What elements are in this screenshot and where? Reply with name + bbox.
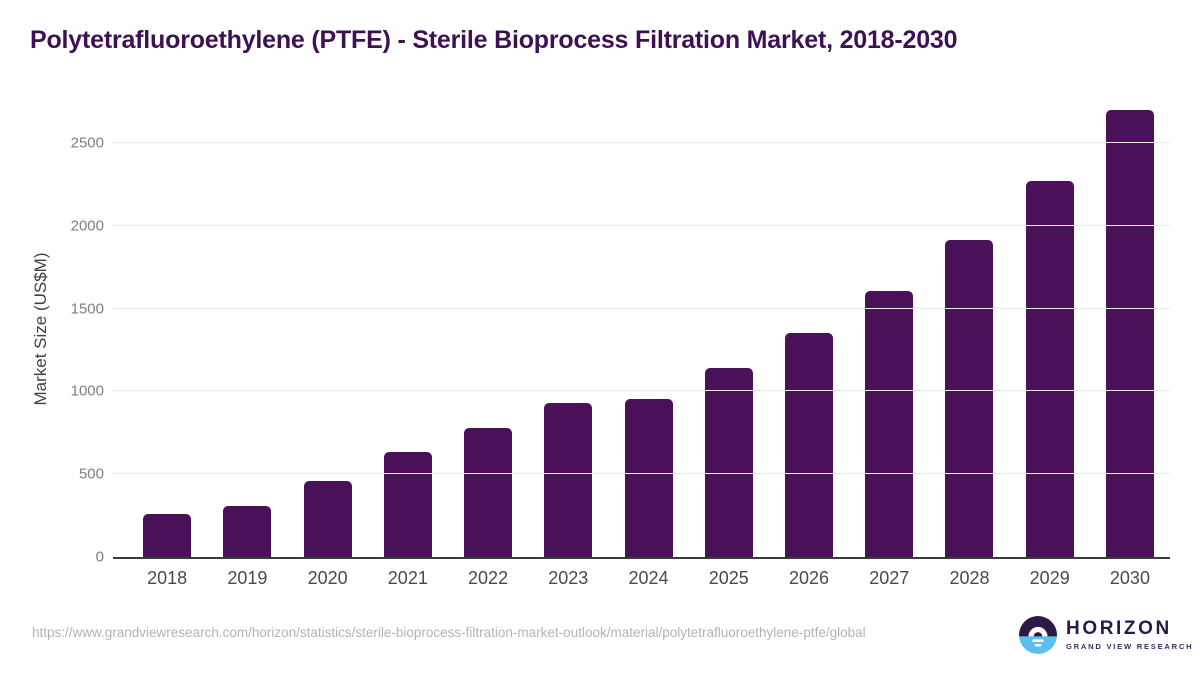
gridline-2000 [113,224,1170,226]
gridline-2500 [113,142,1170,143]
source-url: https://www.grandviewresearch.com/horizo… [32,625,866,640]
x-tick-label-2021: 2021 [387,568,428,588]
bar-2026 [784,333,833,557]
logo-tagline: GRAND VIEW RESEARCH [1066,641,1194,651]
x-tick-label-2025: 2025 [708,568,749,588]
x-tick-label-2030: 2030 [1109,568,1150,588]
x-tick-label-2018: 2018 [147,568,188,588]
y-tick-label-1000: 1000 [70,382,104,400]
y-tick-label-0: 0 [95,548,104,566]
bar-slot-2024 [608,99,688,557]
x-tick-label-2026: 2026 [788,568,830,588]
y-tick-label-500: 500 [78,465,104,483]
plot-area: 2018 2019 2020 2021 2022 2023 2024 2025 2026 2027… [71,99,1170,588]
bar-2030 [1105,110,1154,557]
bar-slot-2028 [929,99,1009,557]
bar-2025 [704,368,753,557]
bar-2022 [464,428,513,557]
bar-slot-2019 [207,99,287,557]
x-tick-label-2022: 2022 [468,568,509,588]
gridline-1500 [113,307,1170,309]
x-tick-label-2020: 2020 [307,568,348,588]
bar-slot-2030 [1090,99,1170,557]
y-axis-title: Market Size (US$M) [31,252,50,406]
bar-2023 [544,403,593,557]
x-tick-label-2023: 2023 [548,568,589,588]
bar-slot-2027 [849,99,929,557]
bar-2027 [865,291,914,557]
bar-slot-2029 [1010,99,1090,557]
x-tick-label-2027: 2027 [869,568,910,588]
bar-2021 [383,452,432,557]
bar-slot-2025 [689,99,769,557]
horizon-logo-text: HORIZON GRAND VIEW RESEARCH [1066,618,1194,651]
bar-2020 [303,481,352,557]
x-tick-label-2024: 2024 [628,568,669,588]
bar-slot-2026 [769,99,849,557]
x-tick-label-2029: 2029 [1029,568,1070,588]
bar-2024 [624,399,673,557]
chart-title: Polytetrafluoroethylene (PTFE) - Sterile… [30,26,958,54]
horizon-logo-icon [1019,616,1057,654]
logo-name: HORIZON [1066,618,1172,640]
bar-slot-2022 [448,99,528,557]
horizon-logo: HORIZON GRAND VIEW RESEARCH [1019,616,1193,654]
bar-2028 [945,240,994,557]
gridline-1000 [113,390,1170,392]
bar-slot-2023 [528,99,608,557]
bar-2029 [1025,181,1074,557]
bar-slot-2018 [127,99,207,557]
y-tick-label-2000: 2000 [70,217,104,235]
y-tick-label-1500: 1500 [70,300,104,318]
x-tick-label-2019: 2019 [227,568,268,588]
x-axis-labels: 2018 2019 2020 2021 2022 2023 2024 2025 2026 2027… [113,568,1170,589]
bar-slot-2021 [368,99,448,557]
bar-2019 [223,506,272,557]
bar-slot-2020 [287,99,367,557]
bar-2018 [143,514,192,557]
x-tick-label-2028: 2028 [949,568,990,588]
bars-container [113,99,1170,557]
gridline-500 [113,473,1170,475]
y-tick-label-2500: 2500 [70,134,104,152]
